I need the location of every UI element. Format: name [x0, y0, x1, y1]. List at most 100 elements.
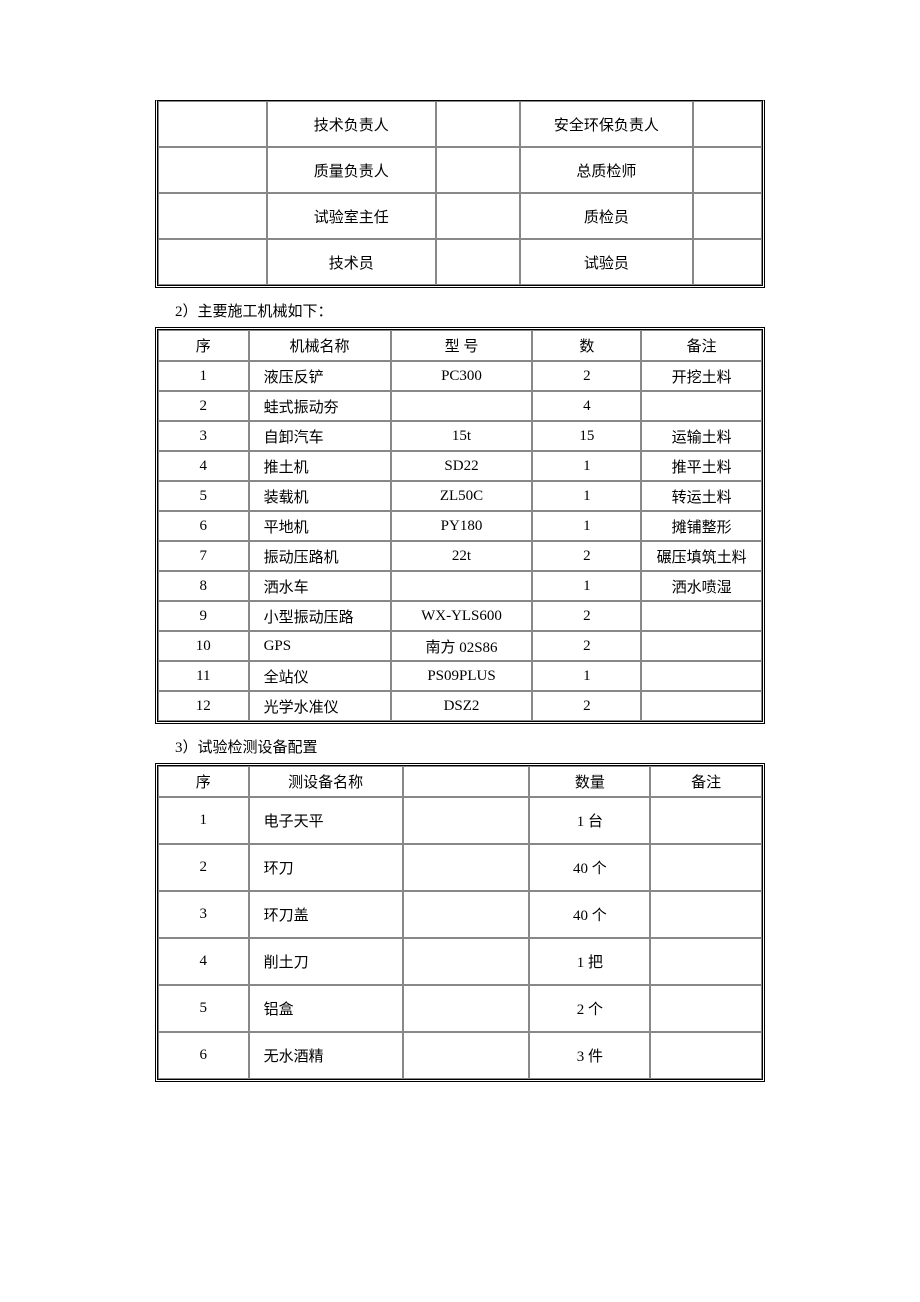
roles-cell-c2: 质量负责人	[267, 147, 436, 193]
roles-cell-c4: 质检员	[520, 193, 692, 239]
machinery-cell-remark	[641, 661, 762, 691]
machinery-cell-model: PC300	[391, 361, 533, 391]
table-row: 11全站仪PS09PLUS1	[158, 661, 762, 691]
machinery-cell-qty: 1	[532, 571, 641, 601]
machinery-cell-qty: 2	[532, 691, 641, 721]
equipment-cell-blank	[403, 797, 530, 844]
table-row: 质量负责人 总质检师	[158, 147, 762, 193]
roles-table: 技术负责人安全环保负责人质量负责人 总质检师试验室主任 质检员技术员 试验员	[155, 100, 765, 288]
roles-cell-c5	[693, 193, 763, 239]
roles-tbody: 技术负责人安全环保负责人质量负责人 总质检师试验室主任 质检员技术员 试验员	[158, 101, 762, 285]
equipment-cell-name: 环刀	[249, 844, 403, 891]
machinery-header-seq: 序	[158, 330, 249, 361]
machinery-cell-seq: 9	[158, 601, 249, 631]
equipment-header-name: 测设备名称	[249, 766, 403, 797]
roles-cell-c3	[436, 101, 521, 147]
machinery-cell-name: 推土机	[249, 451, 391, 481]
roles-cell-c1	[158, 193, 267, 239]
machinery-cell-seq: 1	[158, 361, 249, 391]
machinery-cell-model: PY180	[391, 511, 533, 541]
machinery-cell-remark: 开挖土料	[641, 361, 762, 391]
table-row: 9小型振动压路WX-YLS6002	[158, 601, 762, 631]
machinery-cell-model: ZL50C	[391, 481, 533, 511]
machinery-cell-remark	[641, 391, 762, 421]
roles-cell-c2: 技术员	[267, 239, 436, 285]
machinery-cell-remark	[641, 601, 762, 631]
machinery-cell-qty: 1	[532, 481, 641, 511]
machinery-cell-name: 平地机	[249, 511, 391, 541]
table-row: 技术负责人安全环保负责人	[158, 101, 762, 147]
table-row: 技术员 试验员	[158, 239, 762, 285]
equipment-header-remark: 备注	[650, 766, 762, 797]
roles-cell-c4: 试验员	[520, 239, 692, 285]
machinery-cell-seq: 2	[158, 391, 249, 421]
roles-cell-c3	[436, 193, 521, 239]
machinery-cell-seq: 12	[158, 691, 249, 721]
equipment-cell-seq: 6	[158, 1032, 249, 1079]
machinery-cell-name: 蛙式振动夯	[249, 391, 391, 421]
roles-cell-c1	[158, 239, 267, 285]
equipment-cell-qty: 1 把	[529, 938, 650, 985]
roles-cell-c5	[693, 101, 763, 147]
equipment-header-blank	[403, 766, 530, 797]
machinery-cell-name: 小型振动压路	[249, 601, 391, 631]
machinery-cell-name: GPS	[249, 631, 391, 661]
machinery-cell-model: 15t	[391, 421, 533, 451]
table-header-row: 序 测设备名称 数量 备注	[158, 766, 762, 797]
section3-label: 3）试验检测设备配置	[155, 730, 765, 763]
roles-cell-c2: 技术负责人	[267, 101, 436, 147]
table-row: 10GPS南方 02S862	[158, 631, 762, 661]
machinery-cell-remark	[641, 691, 762, 721]
table-row: 7振动压路机22t2碾压填筑土料	[158, 541, 762, 571]
equipment-cell-remark	[650, 891, 762, 938]
section2-label: 2）主要施工机械如下：	[155, 294, 765, 327]
table-row: 4削土刀1 把	[158, 938, 762, 985]
machinery-cell-name: 振动压路机	[249, 541, 391, 571]
machinery-header-name: 机械名称	[249, 330, 391, 361]
machinery-tbody: 1液压反铲PC3002开挖土料2蛙式振动夯43自卸汽车15t15运输土料4推土机…	[158, 361, 762, 721]
table-row: 6平地机PY1801摊铺整形	[158, 511, 762, 541]
roles-cell-c2: 试验室主任	[267, 193, 436, 239]
equipment-cell-remark	[650, 938, 762, 985]
equipment-cell-qty: 40 个	[529, 891, 650, 938]
equipment-cell-remark	[650, 1032, 762, 1079]
equipment-cell-qty: 2 个	[529, 985, 650, 1032]
machinery-cell-qty: 1	[532, 511, 641, 541]
roles-cell-c4: 总质检师	[520, 147, 692, 193]
roles-cell-c3	[436, 239, 521, 285]
machinery-cell-seq: 6	[158, 511, 249, 541]
machinery-cell-model: SD22	[391, 451, 533, 481]
table-row: 3自卸汽车15t15运输土料	[158, 421, 762, 451]
machinery-cell-qty: 2	[532, 601, 641, 631]
equipment-cell-remark	[650, 797, 762, 844]
machinery-cell-remark: 洒水喷湿	[641, 571, 762, 601]
machinery-cell-model	[391, 391, 533, 421]
machinery-cell-model: 南方 02S86	[391, 631, 533, 661]
machinery-cell-name: 光学水准仪	[249, 691, 391, 721]
machinery-cell-seq: 4	[158, 451, 249, 481]
equipment-cell-remark	[650, 985, 762, 1032]
table-header-row: 序 机械名称 型 号 数 备注	[158, 330, 762, 361]
equipment-cell-seq: 3	[158, 891, 249, 938]
machinery-cell-qty: 1	[532, 661, 641, 691]
machinery-cell-remark	[641, 631, 762, 661]
machinery-thead: 序 机械名称 型 号 数 备注	[158, 330, 762, 361]
equipment-cell-name: 环刀盖	[249, 891, 403, 938]
roles-cell-c5	[693, 239, 763, 285]
equipment-cell-qty: 1 台	[529, 797, 650, 844]
equipment-cell-remark	[650, 844, 762, 891]
equipment-cell-name: 铝盒	[249, 985, 403, 1032]
machinery-cell-qty: 2	[532, 631, 641, 661]
equipment-header-qty: 数量	[529, 766, 650, 797]
machinery-cell-name: 洒水车	[249, 571, 391, 601]
machinery-cell-model: PS09PLUS	[391, 661, 533, 691]
machinery-cell-model: DSZ2	[391, 691, 533, 721]
roles-cell-c1	[158, 101, 267, 147]
table-row: 2环刀40 个	[158, 844, 762, 891]
machinery-cell-seq: 7	[158, 541, 249, 571]
table-row: 3环刀盖 40 个	[158, 891, 762, 938]
table-row: 5装载机ZL50C1转运土料	[158, 481, 762, 511]
machinery-cell-remark: 摊铺整形	[641, 511, 762, 541]
machinery-header-model: 型 号	[391, 330, 533, 361]
equipment-tbody: 1电子天平1 台2环刀40 个3环刀盖40 个4削土刀1 把5铝盒2 个6无水酒…	[158, 797, 762, 1079]
